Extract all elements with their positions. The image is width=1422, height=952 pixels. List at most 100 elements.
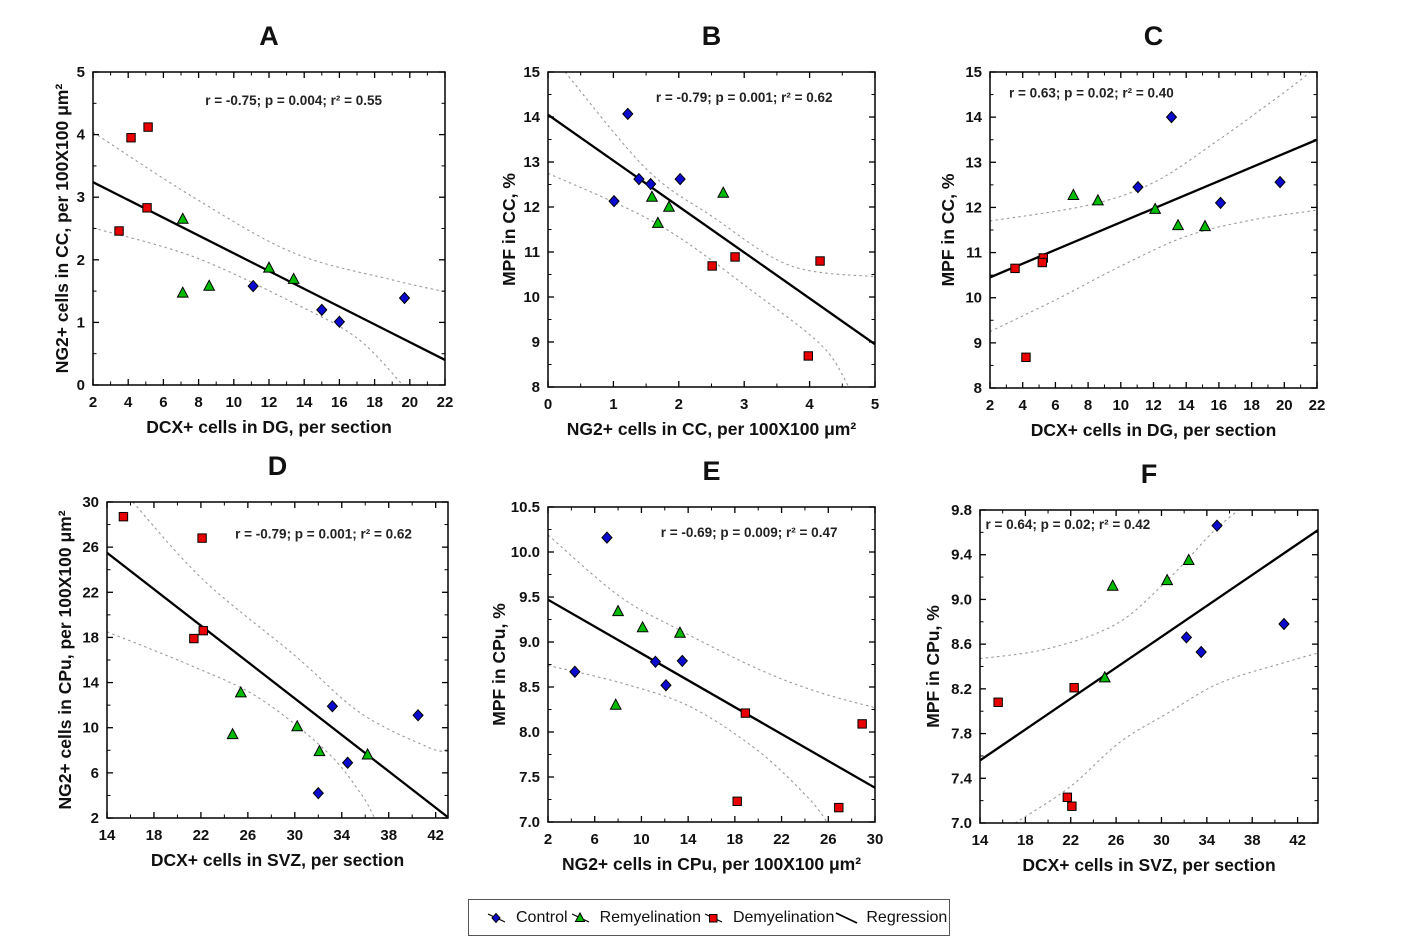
y-tick-label: 9 xyxy=(532,334,540,351)
point-remyelination xyxy=(176,286,189,298)
point-remyelination xyxy=(287,272,300,284)
x-tick-label: 20 xyxy=(1276,397,1293,414)
point-remyelination xyxy=(361,747,374,760)
y-tick-label: 13 xyxy=(523,154,540,171)
confidence-band-upper xyxy=(548,534,875,709)
point-control xyxy=(326,700,339,713)
y-tick-label: 8.2 xyxy=(951,681,972,698)
point-control xyxy=(247,279,259,293)
point-remyelination xyxy=(717,186,730,198)
x-tick-label: 2 xyxy=(986,397,994,414)
y-tick-label: 4 xyxy=(77,127,86,144)
point-remyelination xyxy=(673,626,687,638)
point-demyelination xyxy=(1021,352,1031,363)
point-control xyxy=(1214,196,1227,210)
y-tick-label: 9.5 xyxy=(519,589,540,606)
point-control xyxy=(569,665,581,678)
x-tick-label: 4 xyxy=(805,396,814,413)
point-remyelination xyxy=(203,279,216,291)
axes-box xyxy=(979,509,1319,824)
regression-line-icon xyxy=(835,911,858,924)
x-tick-label: 30 xyxy=(1153,832,1170,849)
x-axis-label: NG2+ cells in CPu, per 100X100 μm² xyxy=(562,854,861,874)
point-remyelination xyxy=(1161,573,1174,586)
point-remyelination xyxy=(645,190,659,202)
y-tick-label: 30 xyxy=(82,494,99,511)
point-control xyxy=(1211,519,1223,532)
confidence-band-lower xyxy=(990,209,1317,333)
point-control xyxy=(1195,645,1207,659)
x-axis-label: NG2+ cells in CC, per 100X100 μm² xyxy=(567,419,857,439)
point-remyelination xyxy=(234,685,247,698)
y-tick-label: 10 xyxy=(965,290,982,307)
y-tick-label: 11 xyxy=(966,245,982,262)
y-tick-label: 12 xyxy=(523,199,540,216)
point-control xyxy=(316,303,328,317)
point-control xyxy=(1274,175,1286,189)
point-remyelination xyxy=(176,212,189,224)
y-tick-label: 10 xyxy=(523,289,540,306)
x-tick-label: 18 xyxy=(366,394,383,411)
y-tick-label: 6 xyxy=(91,765,99,782)
panel-title: B xyxy=(702,21,722,51)
x-tick-label: 30 xyxy=(867,831,884,848)
y-tick-label: 12 xyxy=(965,199,982,216)
confidence-band-upper xyxy=(93,131,445,293)
panel-E: 2 6 10 14 18 22 26 307.07.58.08.59.09.510.010.5… xyxy=(489,456,883,874)
x-tick-label: 34 xyxy=(333,827,350,844)
point-control xyxy=(341,756,354,769)
confidence-band-upper xyxy=(990,72,1311,222)
x-tick-label: 16 xyxy=(1211,397,1228,414)
point-remyelination xyxy=(262,261,276,273)
stats-annotation: r = -0.75; p = 0.004; r² = 0.55 xyxy=(205,93,382,108)
axes-box xyxy=(92,71,446,386)
x-tick-label: 12 xyxy=(261,394,278,411)
point-control xyxy=(312,786,324,800)
x-tick-label: 8 xyxy=(1084,397,1092,414)
point-demyelination xyxy=(732,796,742,806)
x-tick-label: 34 xyxy=(1199,832,1216,849)
axes-box xyxy=(989,71,1318,389)
legend-item-regression: Regression xyxy=(834,909,947,927)
y-tick-label: 10 xyxy=(82,720,99,737)
point-remyelination xyxy=(611,604,625,617)
y-tick-label: 9.4 xyxy=(951,547,973,564)
x-tick-label: 2 xyxy=(544,831,552,848)
point-demyelination xyxy=(730,252,740,262)
y-tick-label: 10.5 xyxy=(511,499,540,516)
point-demyelination xyxy=(993,697,1003,707)
y-tick-label: 9.0 xyxy=(519,634,540,651)
point-demyelination xyxy=(740,708,751,718)
stats-annotation: r = -0.79; p = 0.001; r² = 0.62 xyxy=(235,526,412,541)
y-tick-label: 7.4 xyxy=(951,770,973,787)
point-remyelination xyxy=(636,620,649,633)
point-demyelination xyxy=(143,122,153,132)
legend-label-regression: Regression xyxy=(866,908,948,926)
x-tick-label: 26 xyxy=(820,831,837,848)
series-control xyxy=(1132,110,1286,210)
point-demyelination xyxy=(197,533,207,543)
point-control xyxy=(660,678,672,692)
point-demyelination xyxy=(857,719,867,729)
y-tick-label: 1 xyxy=(77,314,85,331)
point-demyelination xyxy=(1067,801,1077,811)
remyelination-marker-icon xyxy=(571,911,589,923)
x-tick-label: 5 xyxy=(871,396,879,413)
point-demyelination xyxy=(1069,683,1079,693)
legend-label-demyelination: Demyelination xyxy=(732,908,835,926)
series-remyelination xyxy=(1098,553,1195,683)
point-remyelination xyxy=(1148,202,1162,214)
x-tick-label: 38 xyxy=(380,827,397,844)
regression-line xyxy=(980,529,1318,762)
regression-line xyxy=(107,551,448,818)
point-control xyxy=(1132,180,1144,194)
x-tick-label: 22 xyxy=(193,827,210,844)
series-control xyxy=(569,531,688,692)
point-control xyxy=(333,315,346,329)
x-tick-label: 2 xyxy=(675,396,683,413)
demyelination-marker-icon xyxy=(704,912,723,923)
